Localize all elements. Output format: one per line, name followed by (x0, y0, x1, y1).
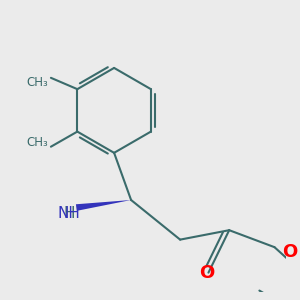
Text: CH₃: CH₃ (26, 136, 48, 148)
Text: NH: NH (57, 206, 80, 221)
Text: H: H (63, 206, 75, 221)
Polygon shape (76, 200, 131, 211)
Text: CH₃: CH₃ (26, 76, 48, 89)
Text: O: O (282, 243, 297, 261)
Text: O: O (199, 264, 214, 282)
